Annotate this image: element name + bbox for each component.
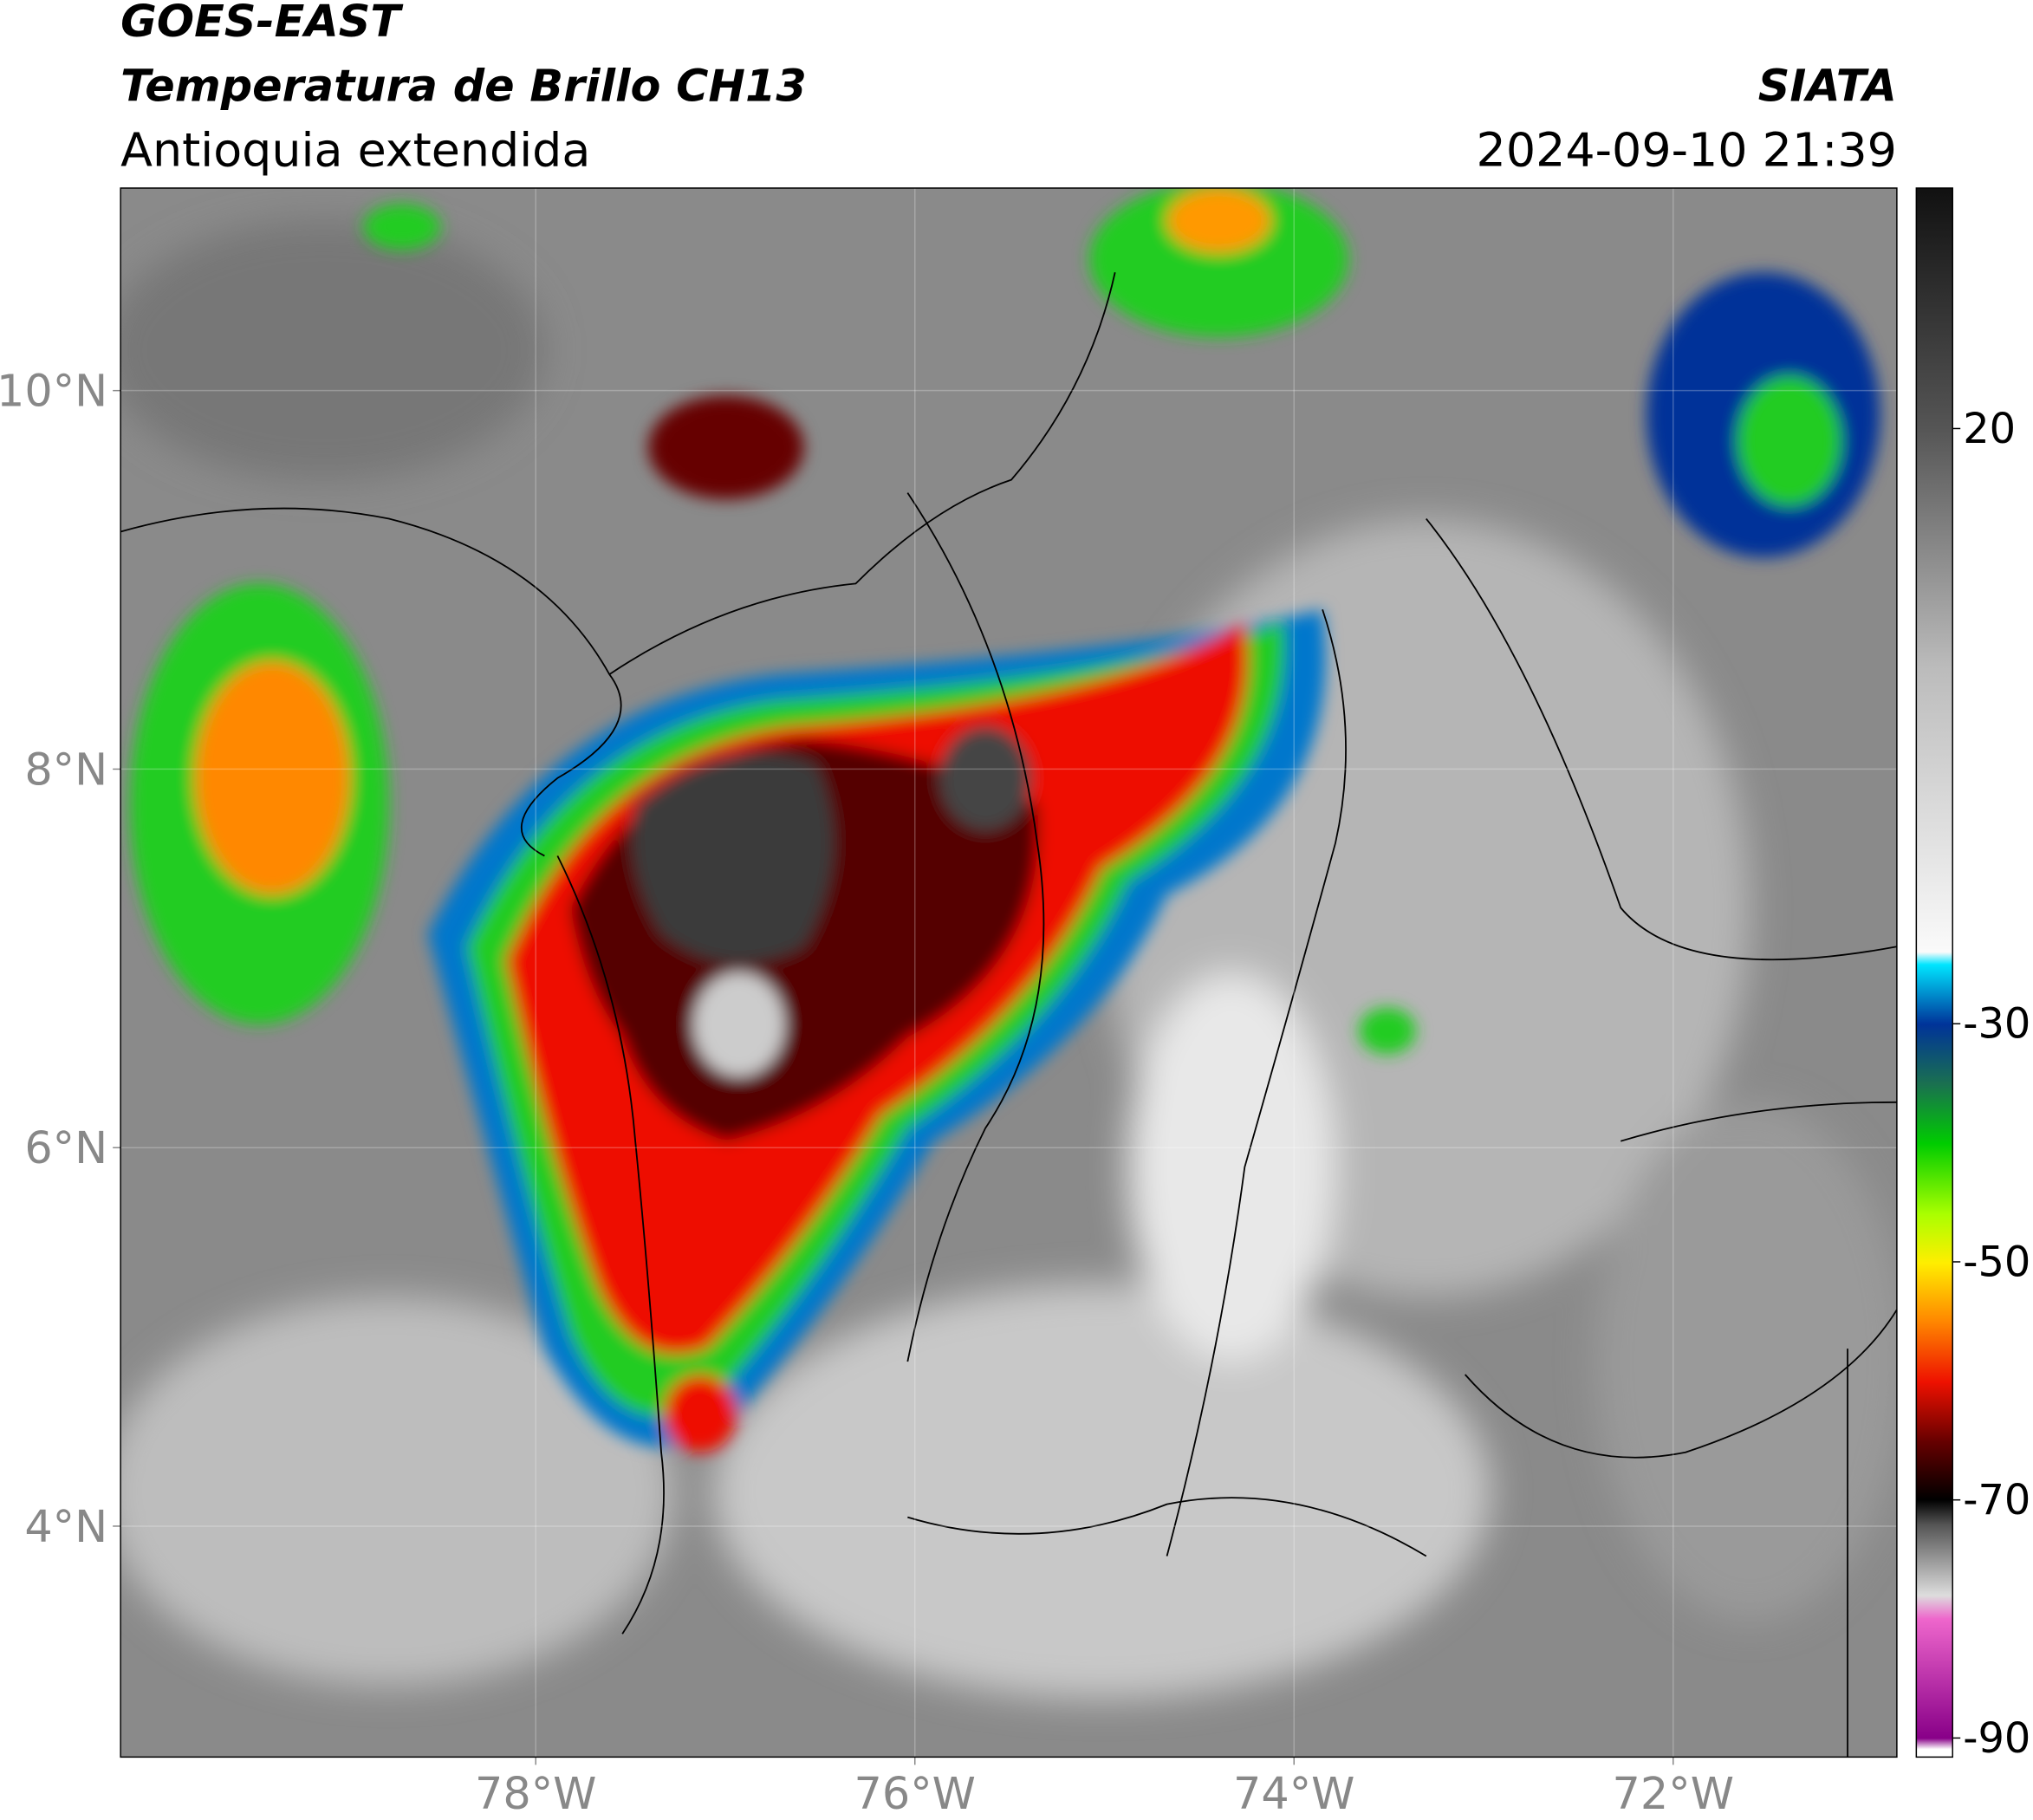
map-frame <box>120 187 1898 1758</box>
borders <box>120 272 1897 1758</box>
x-tick-label: 74°W <box>1233 1768 1354 1819</box>
datetime: 2024-09-10 21:39 <box>1477 123 1897 178</box>
title: GOES-EAST <box>120 0 404 47</box>
x-tick-label: 76°W <box>854 1768 976 1819</box>
colorbar-tick-label: -30 <box>1963 1001 2030 1049</box>
y-tick-label: 8°N <box>24 744 107 795</box>
colorbar-tick-label: -90 <box>1963 1715 2030 1763</box>
y-tick-label: 10°N <box>0 366 107 417</box>
graticule <box>113 188 1897 1765</box>
x-tick-label: 78°W <box>475 1768 596 1819</box>
source: SIATA <box>1758 61 1897 112</box>
x-tick-label: 72°W <box>1613 1768 1734 1819</box>
y-tick-label: 4°N <box>24 1501 107 1552</box>
subtitle: Temperatura de Brillo CH13 <box>120 61 807 112</box>
colorbar-tick-label: -70 <box>1963 1477 2030 1524</box>
convective-cells <box>129 188 1880 1453</box>
satellite-image <box>120 188 1897 1758</box>
region: Antioquia extendida <box>120 123 590 178</box>
colorbar-tick-label: -50 <box>1963 1238 2030 1286</box>
colorbar-tick-label: 20 <box>1963 406 2016 453</box>
cloud-field <box>120 220 1897 1700</box>
colorbar <box>1915 187 1953 1758</box>
y-tick-label: 6°N <box>24 1122 107 1173</box>
